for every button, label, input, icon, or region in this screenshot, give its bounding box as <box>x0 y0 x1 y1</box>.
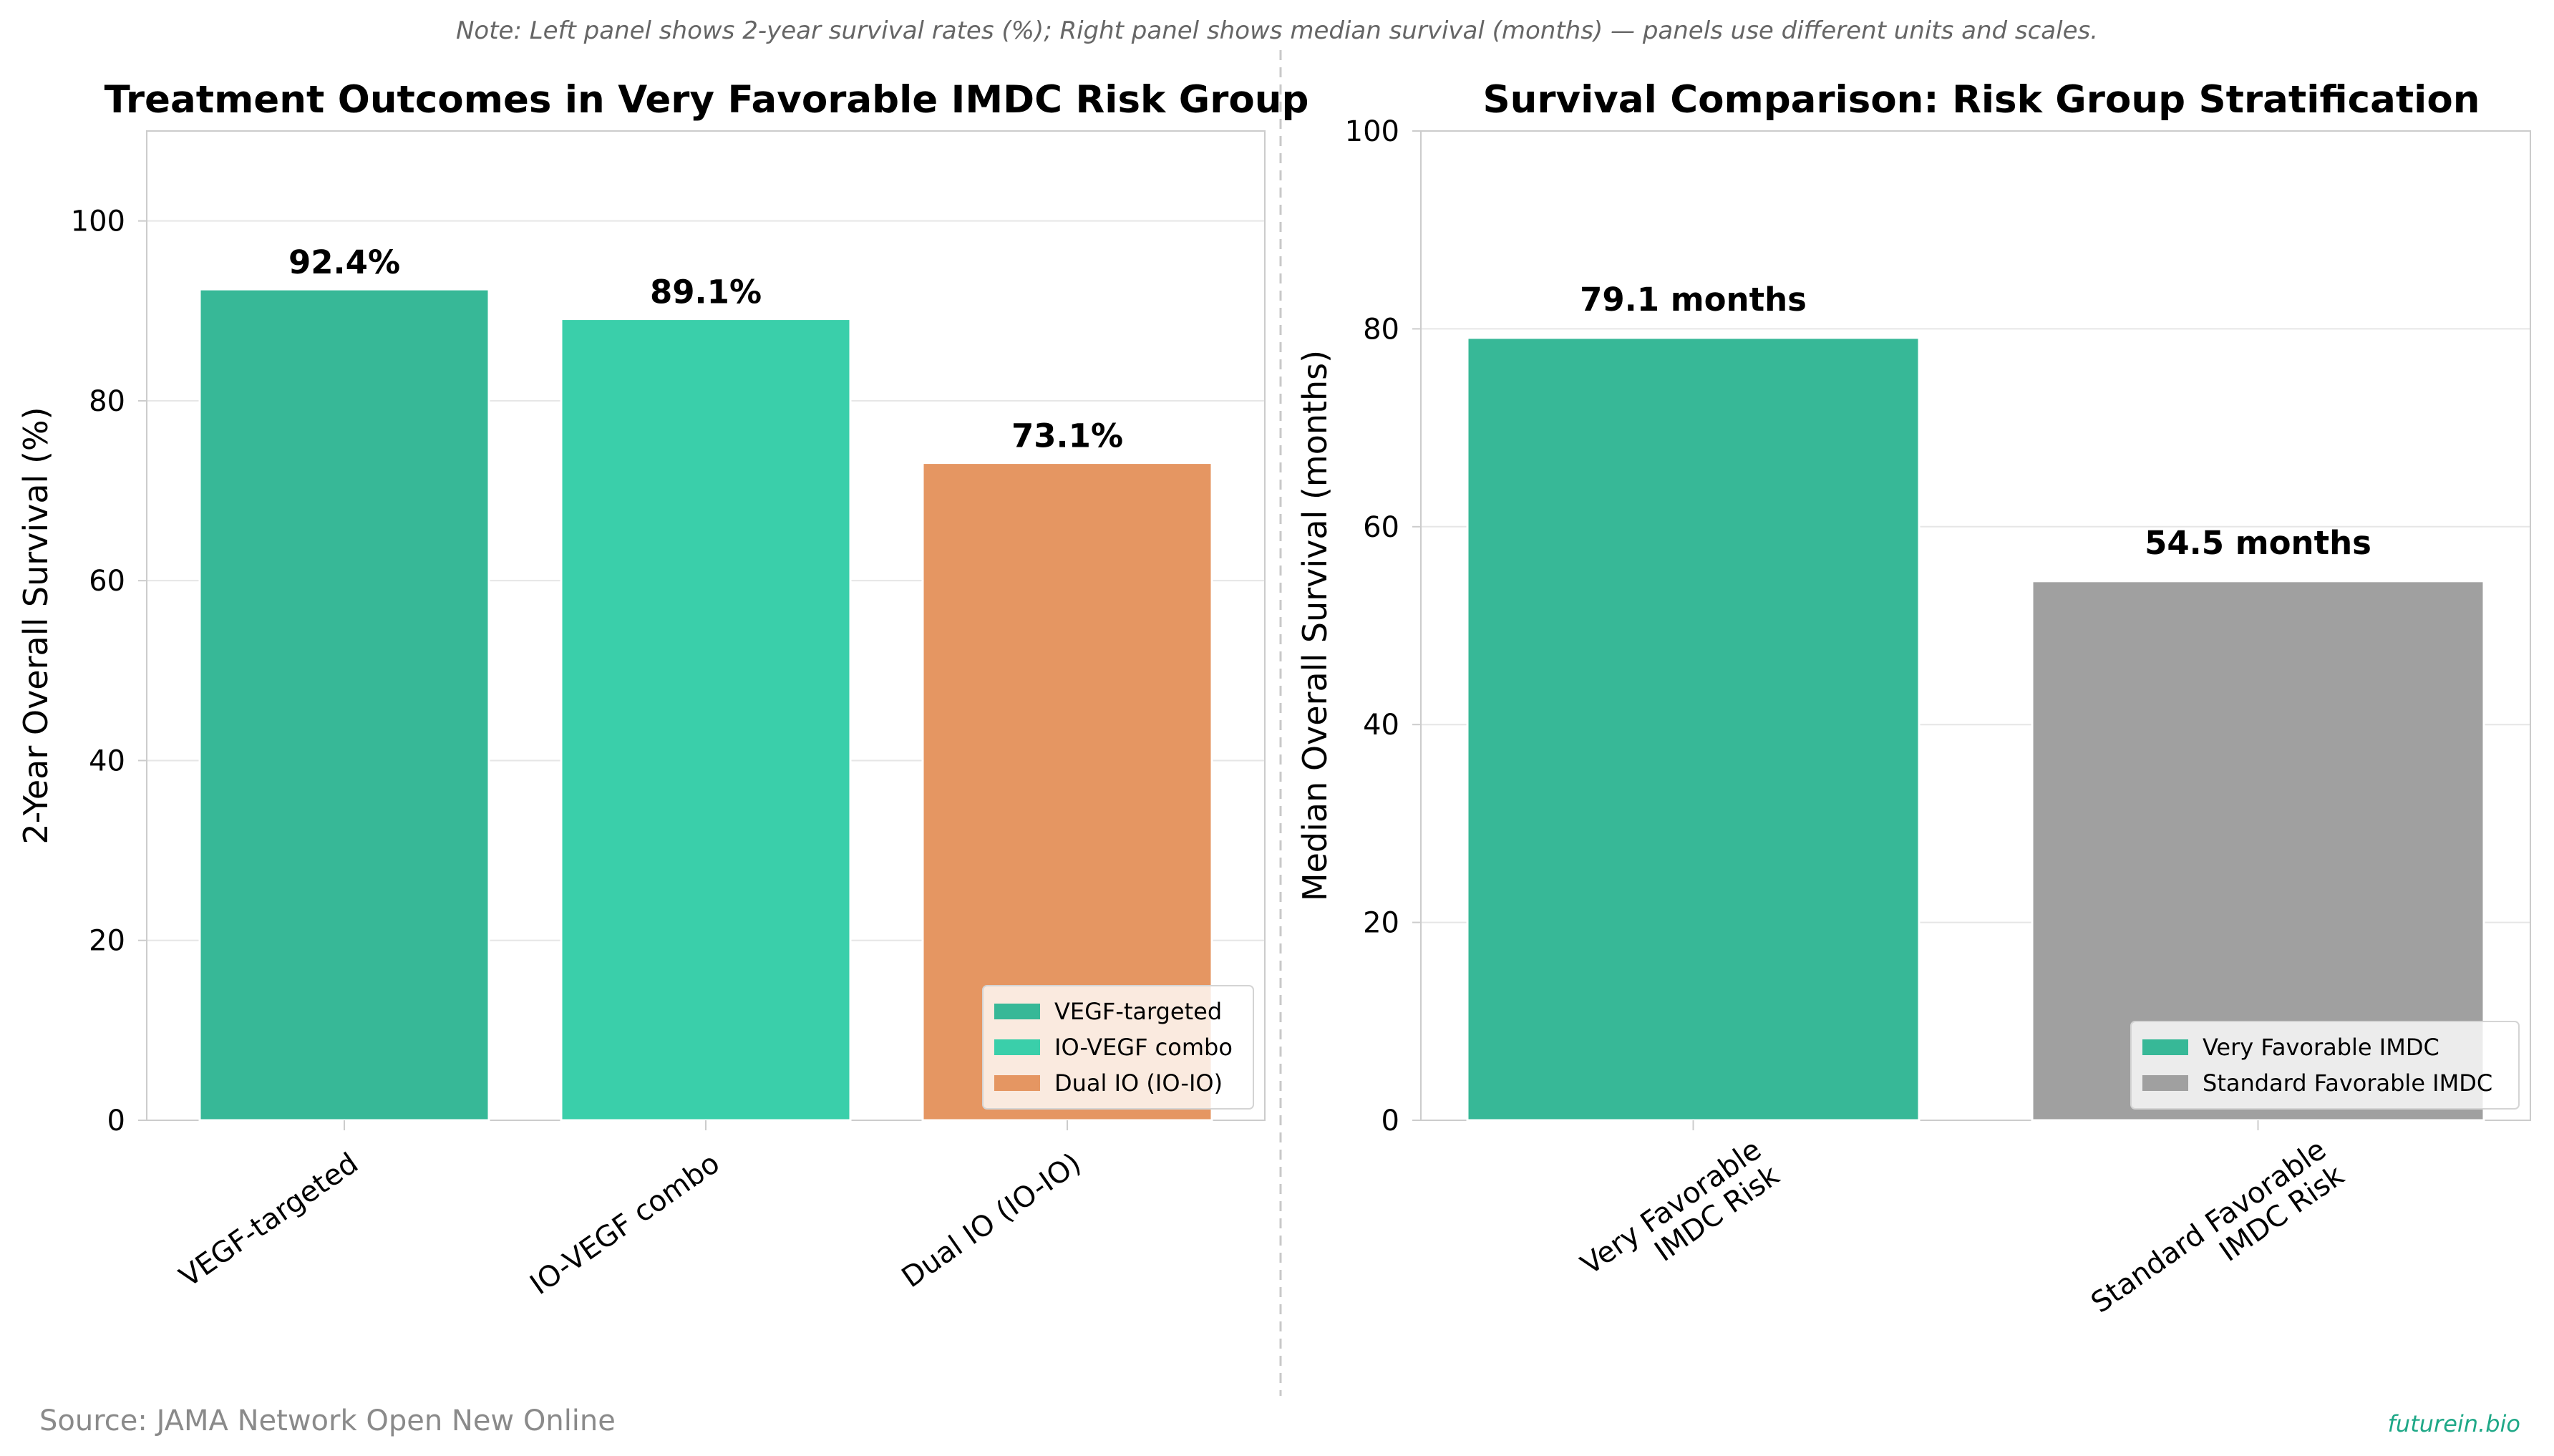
right-plot-frame <box>1420 130 2531 1121</box>
right-bar-value-label: 54.5 months <box>2145 524 2371 562</box>
right-y-tick-label: 40 <box>1363 709 1399 742</box>
left-y-tick-label: 20 <box>89 925 125 958</box>
right-panel-title: Survival Comparison: Risk Group Stratifi… <box>1483 78 2480 122</box>
left-legend-label: IO-VEGF combo <box>1054 1034 1233 1061</box>
left-y-tick-label: 0 <box>107 1105 125 1137</box>
right-y-tick-label: 20 <box>1363 907 1399 940</box>
left-y-tick-label: 60 <box>89 565 125 598</box>
right-legend-box <box>2130 1021 2520 1110</box>
right-legend: Very Favorable IMDC Standard Favorable IM… <box>2130 1021 2520 1110</box>
left-bar-value-label: 89.1% <box>650 273 762 311</box>
right-bar <box>1466 336 1921 1122</box>
left-y-axis-label: 2-Year Overall Survival (%) <box>16 407 55 844</box>
left-legend-box <box>982 985 1254 1110</box>
left-legend-swatch <box>994 1039 1040 1055</box>
right-legend-swatch <box>2142 1039 2188 1055</box>
left-legend-swatch <box>994 1004 1040 1019</box>
right-legend-label: Very Favorable IMDC <box>2203 1034 2439 1061</box>
right-bar-labels: 79.1 months 54.5 months <box>1580 281 2371 562</box>
right-legend-label: Standard Favorable IMDC <box>2203 1069 2492 1097</box>
left-legend-label: VEGF-targeted <box>1054 998 1222 1025</box>
source-note: Source: JAMA Network Open New Online <box>39 1404 616 1437</box>
left-y-ticks: 0 20 40 60 80 100 <box>71 205 147 1137</box>
left-y-tick-label: 40 <box>89 744 125 777</box>
left-y-tick-label: 80 <box>89 385 125 418</box>
left-legend-swatch <box>994 1075 1040 1091</box>
right-y-tick-label: 60 <box>1363 511 1399 544</box>
brand-watermark: futurein.bio <box>2388 1410 2520 1437</box>
right-y-axis-label: Median Overall Survival (months) <box>1296 350 1334 901</box>
left-panel: Treatment Outcomes in Very Favorable IMD… <box>16 78 1308 1301</box>
left-bar-value-label: 73.1% <box>1011 417 1123 455</box>
right-y-tick-label: 80 <box>1363 313 1399 346</box>
left-legend: VEGF-targeted IO-VEGF combo Dual IO (IO-IO… <box>982 985 1254 1110</box>
right-y-tick-label: 100 <box>1345 115 1399 148</box>
left-bar <box>560 318 852 1122</box>
left-bar <box>198 288 490 1122</box>
left-y-tick-label: 100 <box>71 205 125 238</box>
left-legend-label: Dual IO (IO-IO) <box>1054 1069 1223 1097</box>
figure-note: Note: Left panel shows 2-year survival r… <box>456 16 2098 45</box>
left-bar-labels: 92.4% 89.1% 73.1% <box>288 243 1123 455</box>
right-legend-swatch <box>2142 1075 2188 1091</box>
right-bar-value-label: 79.1 months <box>1580 281 1807 319</box>
right-y-ticks: 0 20 40 60 80 100 <box>1345 115 1421 1137</box>
left-panel-title: Treatment Outcomes in Very Favorable IMD… <box>105 78 1309 122</box>
left-bar-value-label: 92.4% <box>288 243 400 281</box>
right-y-tick-label: 0 <box>1382 1105 1399 1137</box>
